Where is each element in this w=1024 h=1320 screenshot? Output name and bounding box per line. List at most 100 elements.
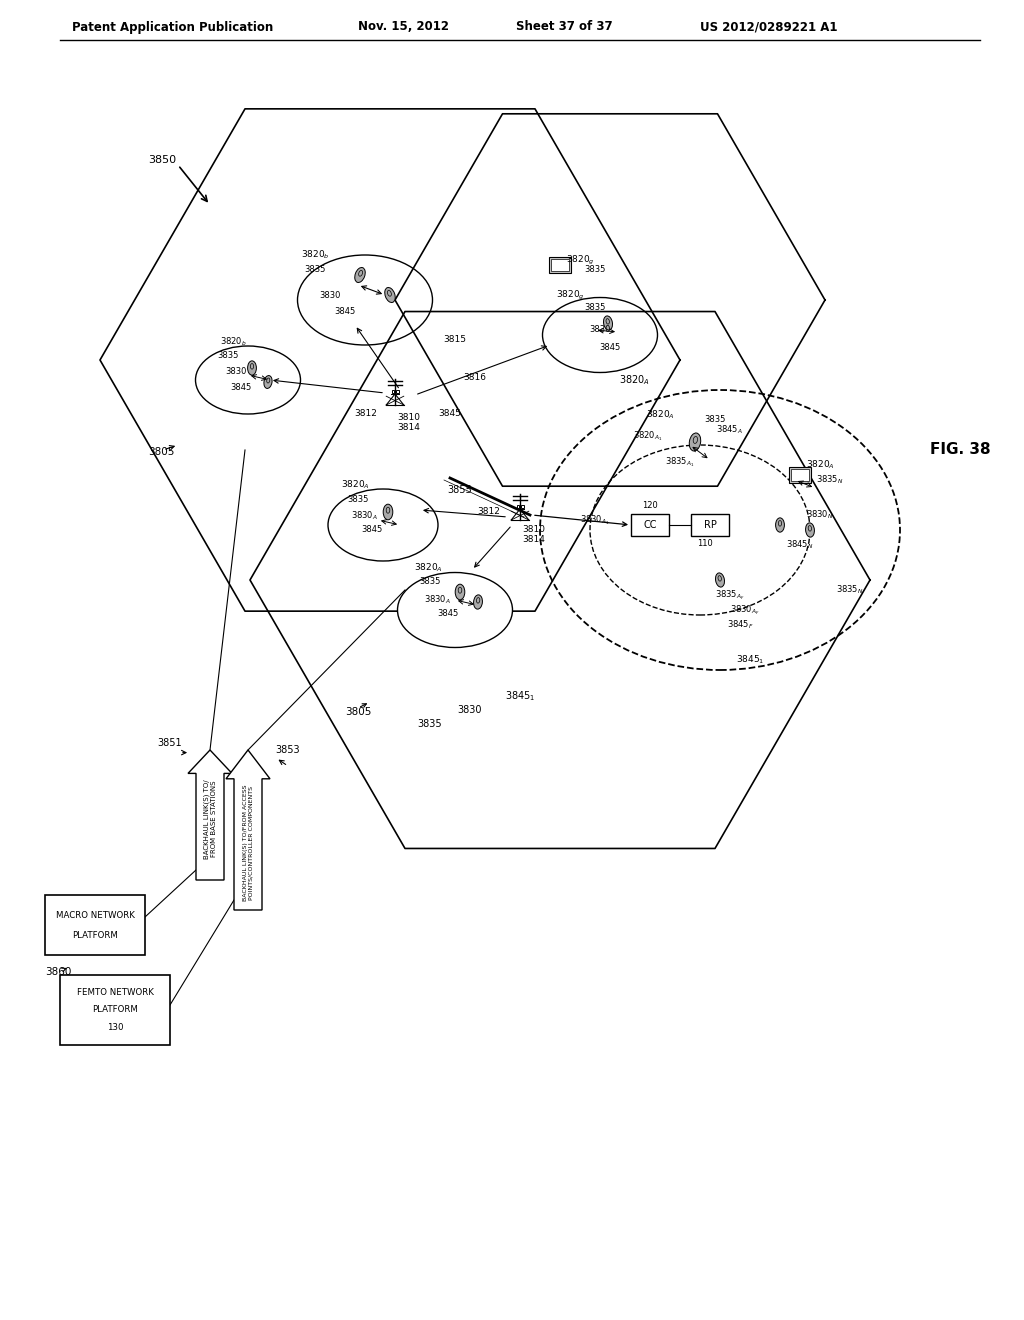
Text: 3835: 3835 xyxy=(217,351,239,359)
Ellipse shape xyxy=(458,587,462,593)
Text: $3835_{A_F}$: $3835_{A_F}$ xyxy=(715,589,744,602)
Ellipse shape xyxy=(718,576,721,581)
Text: BACKHAUL LINK(S) TO/FROM ACCESS
POINTS/CONTROLLER COMPONENTS: BACKHAUL LINK(S) TO/FROM ACCESS POINTS/C… xyxy=(243,784,253,902)
Text: $3820_{A_1}$: $3820_{A_1}$ xyxy=(633,429,663,442)
Ellipse shape xyxy=(264,376,272,388)
Text: 3845: 3845 xyxy=(599,342,621,351)
Text: 3850: 3850 xyxy=(147,154,176,165)
Text: 3830: 3830 xyxy=(590,326,610,334)
Text: $3820_A$: $3820_A$ xyxy=(341,479,370,491)
Text: $3835_N$: $3835_N$ xyxy=(837,583,864,597)
Text: 3860: 3860 xyxy=(45,968,72,977)
Text: 3835: 3835 xyxy=(585,304,605,313)
FancyBboxPatch shape xyxy=(551,259,569,271)
Text: 3835: 3835 xyxy=(585,265,605,275)
Ellipse shape xyxy=(808,525,811,531)
Text: FIG. 38: FIG. 38 xyxy=(930,442,990,458)
Text: Patent Application Publication: Patent Application Publication xyxy=(72,21,273,33)
Text: Nov. 15, 2012: Nov. 15, 2012 xyxy=(358,21,449,33)
Text: 110: 110 xyxy=(697,539,713,548)
Text: 3830: 3830 xyxy=(225,367,247,376)
Ellipse shape xyxy=(328,488,438,561)
Ellipse shape xyxy=(716,573,725,587)
Text: $3830_{A_1}$: $3830_{A_1}$ xyxy=(581,513,610,527)
Bar xyxy=(691,513,729,536)
Ellipse shape xyxy=(476,598,480,603)
Ellipse shape xyxy=(606,318,609,325)
Text: 3835: 3835 xyxy=(304,265,326,275)
Polygon shape xyxy=(226,750,270,909)
Text: $3845_1$: $3845_1$ xyxy=(736,653,764,667)
Text: Sheet 37 of 37: Sheet 37 of 37 xyxy=(516,21,612,33)
Ellipse shape xyxy=(693,437,697,444)
Bar xyxy=(631,513,669,536)
Ellipse shape xyxy=(358,271,362,276)
Text: 3805: 3805 xyxy=(148,447,174,457)
Text: 120: 120 xyxy=(642,500,657,510)
Bar xyxy=(396,389,398,393)
Text: $3820_g$: $3820_g$ xyxy=(556,289,585,301)
Text: 3830: 3830 xyxy=(458,705,482,715)
Ellipse shape xyxy=(806,523,814,537)
Text: MACRO NETWORK: MACRO NETWORK xyxy=(55,911,134,920)
Text: $3845_F$: $3845_F$ xyxy=(727,619,754,631)
Text: 3845: 3845 xyxy=(230,383,251,392)
Text: 3835: 3835 xyxy=(418,719,442,729)
Text: $3820_A$: $3820_A$ xyxy=(620,374,650,387)
Text: $3820_b$: $3820_b$ xyxy=(301,248,330,261)
Text: 3810: 3810 xyxy=(522,525,545,535)
Text: 130: 130 xyxy=(106,1023,123,1032)
Text: $3820_b$: $3820_b$ xyxy=(220,335,247,348)
Text: 3810: 3810 xyxy=(397,412,420,421)
Ellipse shape xyxy=(386,507,390,513)
Text: 3814: 3814 xyxy=(397,422,420,432)
FancyBboxPatch shape xyxy=(790,467,811,483)
Text: $3845_N$: $3845_N$ xyxy=(786,539,814,552)
Ellipse shape xyxy=(689,433,700,451)
Text: PLATFORM: PLATFORM xyxy=(72,931,118,940)
Text: 3815: 3815 xyxy=(443,335,467,345)
Ellipse shape xyxy=(456,585,465,599)
Ellipse shape xyxy=(383,504,393,520)
Ellipse shape xyxy=(778,520,781,527)
Text: $3835_N$: $3835_N$ xyxy=(816,474,844,486)
FancyBboxPatch shape xyxy=(791,469,809,480)
Text: FEMTO NETWORK: FEMTO NETWORK xyxy=(77,987,154,997)
Text: $3830_A$: $3830_A$ xyxy=(425,594,452,606)
Ellipse shape xyxy=(387,290,391,296)
Text: 3835: 3835 xyxy=(705,416,726,425)
Ellipse shape xyxy=(248,360,256,375)
Bar xyxy=(392,389,394,393)
Text: $3845_A$: $3845_A$ xyxy=(717,424,743,436)
Text: $3845_1$: $3845_1$ xyxy=(505,689,536,702)
Bar xyxy=(521,504,523,508)
Text: 3853: 3853 xyxy=(275,744,300,755)
Text: 3835: 3835 xyxy=(347,495,369,504)
Ellipse shape xyxy=(397,573,512,648)
Text: $3820_A$: $3820_A$ xyxy=(414,562,442,574)
Text: 3805: 3805 xyxy=(345,708,372,717)
Text: $3820_A$: $3820_A$ xyxy=(645,409,675,421)
Text: 3855: 3855 xyxy=(447,484,472,495)
Text: 3845: 3845 xyxy=(361,525,383,535)
Text: BACKHAUL LINK(S) TO/
FROM BASE STATIONS: BACKHAUL LINK(S) TO/ FROM BASE STATIONS xyxy=(203,779,217,859)
Text: $3835_{A_1}$: $3835_{A_1}$ xyxy=(666,455,695,469)
Text: $3830_{A_F}$: $3830_{A_F}$ xyxy=(730,603,760,616)
Ellipse shape xyxy=(250,363,254,370)
Text: 3851: 3851 xyxy=(158,738,182,748)
Text: $3830_A$: $3830_A$ xyxy=(351,510,379,523)
Text: 3845: 3845 xyxy=(335,308,355,317)
Text: 3845: 3845 xyxy=(438,408,462,417)
Ellipse shape xyxy=(603,315,612,330)
Text: 3812: 3812 xyxy=(354,408,377,417)
Ellipse shape xyxy=(775,517,784,532)
Ellipse shape xyxy=(385,288,395,302)
Ellipse shape xyxy=(266,378,269,383)
Text: CC: CC xyxy=(643,520,656,531)
Text: $3830_N$: $3830_N$ xyxy=(806,508,834,521)
Text: 3845: 3845 xyxy=(437,610,459,619)
Text: 3835: 3835 xyxy=(419,578,440,586)
Ellipse shape xyxy=(354,268,366,282)
Text: 3816: 3816 xyxy=(464,372,486,381)
Text: $3820_A$: $3820_A$ xyxy=(806,459,835,471)
